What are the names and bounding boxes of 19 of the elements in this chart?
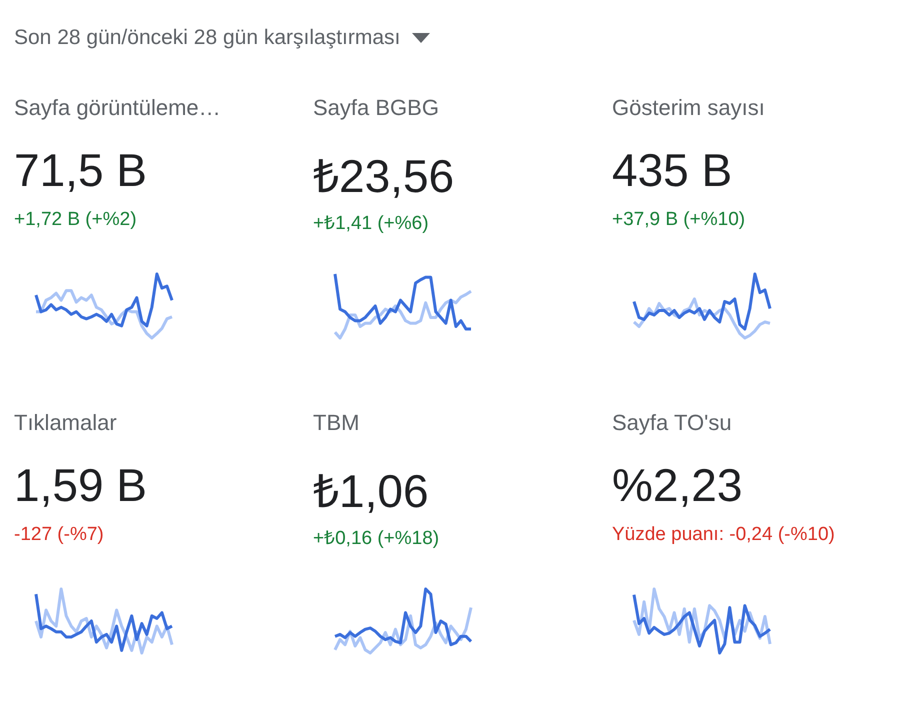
chart-title: Sayfa TO'su <box>612 410 732 436</box>
text: +1,72 B (+%2) <box>14 209 137 231</box>
chart-title: Sayfa BGBG <box>313 95 439 121</box>
chart-title: Tıklamalar <box>14 410 117 436</box>
chart-subtitle: ₺23,56 <box>313 149 454 204</box>
chart-title: TBM <box>313 410 360 436</box>
chart-subtitle: ₺1,06 <box>313 464 429 519</box>
chart-title: Sayfa görüntüleme… <box>14 95 221 121</box>
chart-subtitle: 435 B <box>612 143 732 197</box>
chart-title: Gösterim sayısı <box>612 95 765 121</box>
text: Son 28 gün/önceki 28 gün karşılaştırması <box>14 26 400 50</box>
text: +37,9 B (+%10) <box>612 209 746 231</box>
chart-subtitle: %2,23 <box>612 458 742 512</box>
chart-subtitle: 71,5 B <box>14 143 147 197</box>
chart-subtitle: 1,59 B <box>14 458 147 512</box>
text: -127 (-%7) <box>14 524 104 546</box>
text: +₺1,41 (+%6) <box>313 212 429 235</box>
text: Yüzde puanı: -0,24 (-%10) <box>612 524 835 546</box>
text: +₺0,16 (+%18) <box>313 527 440 550</box>
